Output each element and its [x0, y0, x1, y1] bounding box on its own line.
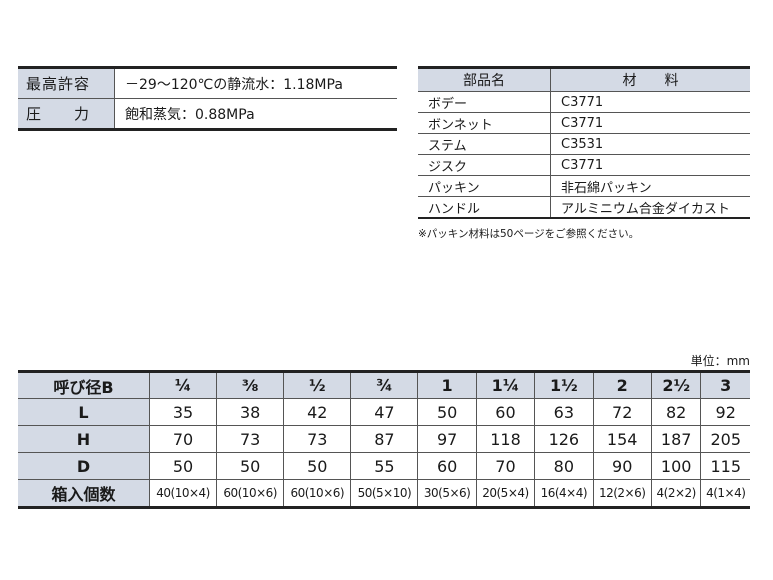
dimension-cell: 35: [149, 398, 218, 426]
dimension-cell: 87: [350, 425, 419, 453]
part-name: ハンドル: [418, 196, 551, 219]
parts-row: ステム C3531: [418, 133, 750, 155]
size-column-header: 1½: [534, 371, 594, 399]
dimension-cell: 50: [149, 452, 218, 480]
size-column-header: 1¼: [476, 371, 536, 399]
part-material: C3771: [550, 91, 750, 113]
dimension-cell: 60(10×6): [283, 479, 352, 508]
size-column-header: ¾: [350, 371, 419, 399]
dimension-cell: 60: [476, 398, 536, 426]
dimension-cell: 40(10×4): [149, 479, 218, 508]
part-name: ステム: [418, 133, 551, 155]
row-label: 箱入個数: [18, 479, 150, 508]
dimension-row: L 35 38 42 47 50 60 63 72 82 92: [18, 398, 750, 426]
parts-materials-table: 部品名材 料 ボデー C3771 ボンネット C3771 ステム C3531 ジスク C377…: [418, 66, 750, 219]
size-column-header: 2½: [651, 371, 702, 399]
dimension-cell: 50(5×10): [350, 479, 419, 508]
max-pressure-table: 最高許容 －29～120℃の静流水：1.18MPa 圧 力飽和蒸気：0.88MPa: [18, 66, 397, 131]
parts-row: ボンネット C3771: [418, 112, 750, 134]
parts-row: ハンドル アルミニウム合金ダイカスト: [418, 196, 750, 219]
dimension-cell: 80: [534, 452, 594, 480]
dimension-cell: 205: [700, 425, 750, 453]
dimension-cell: 4(1×4): [700, 479, 750, 508]
part-material: C3771: [550, 112, 750, 134]
pressure-label: 圧 力: [18, 98, 115, 130]
dimension-cell: 12(2×6): [593, 479, 652, 508]
dimension-cell: 100: [651, 452, 702, 480]
dimension-row: D 50 50 50 55 60 70 80 90 100 115: [18, 452, 750, 480]
dimension-cell: 50: [417, 398, 477, 426]
packing-note: ※パッキン材料は50ページをご参照ください。: [418, 228, 640, 240]
part-material: 非石綿パッキン: [550, 175, 750, 197]
parts-row: パッキン 非石綿パッキン: [418, 175, 750, 197]
dimension-cell: 47: [350, 398, 419, 426]
dimension-cell: 4(2×2): [651, 479, 702, 508]
water-pressure: －29～120℃の静流水：1.18MPa: [114, 67, 397, 99]
dimension-cell: 73: [216, 425, 285, 453]
size-column-header: ⅜: [216, 371, 285, 399]
part-name: ボンネット: [418, 112, 551, 134]
size-column-header: ½: [283, 371, 352, 399]
header-part-name: 部品名: [418, 67, 551, 92]
dimension-cell: 70: [476, 452, 536, 480]
steam-pressure: 飽和蒸気：0.88MPa: [114, 98, 397, 130]
dimension-cell: 50: [283, 452, 352, 480]
dimension-cell: 50: [216, 452, 285, 480]
part-name: ボデー: [418, 91, 551, 113]
part-material: C3531: [550, 133, 750, 155]
dimension-cell: 38: [216, 398, 285, 426]
dimensions-table: 呼び径B ¼ ⅜ ½ ¾ 1 1¼ 1½ 2 2½ 3 L 35 38 42 47 50 60 63 72 82 92 H…: [18, 370, 750, 509]
dimension-cell: 63: [534, 398, 594, 426]
header-nominal-size: 呼び径B: [18, 371, 150, 399]
dimension-cell: 73: [283, 425, 352, 453]
parts-row: ボデー C3771: [418, 91, 750, 113]
dimension-cell: 82: [651, 398, 702, 426]
dimension-cell: 92: [700, 398, 750, 426]
dimension-cell: 55: [350, 452, 419, 480]
size-column-header: 2: [593, 371, 652, 399]
dimension-cell: 115: [700, 452, 750, 480]
dimension-cell: 118: [476, 425, 536, 453]
unit-label: 単位：mm: [690, 354, 750, 368]
part-name: ジスク: [418, 154, 551, 176]
dimension-cell: 70: [149, 425, 218, 453]
dimension-cell: 90: [593, 452, 652, 480]
dimension-row: 箱入個数 40(10×4) 60(10×6) 60(10×6) 50(5×10) 30(5…: [18, 479, 750, 508]
row-label: H: [18, 425, 150, 453]
row-label: D: [18, 452, 150, 480]
part-name: パッキン: [418, 175, 551, 197]
size-column-header: 1: [417, 371, 477, 399]
size-column-header: 3: [700, 371, 750, 399]
dimension-cell: 16(4×4): [534, 479, 594, 508]
pressure-label: 最高許容: [18, 67, 115, 99]
dimension-cell: 97: [417, 425, 477, 453]
dimension-cell: 30(5×6): [417, 479, 477, 508]
parts-row: ジスク C3771: [418, 154, 750, 176]
dimension-cell: 187: [651, 425, 702, 453]
dimension-cell: 154: [593, 425, 652, 453]
header-material: 材 料: [550, 67, 750, 92]
size-column-header: ¼: [149, 371, 218, 399]
dimension-cell: 60: [417, 452, 477, 480]
dimension-row: H 70 73 73 87 97 118 126 154 187 205: [18, 425, 750, 453]
part-material: C3771: [550, 154, 750, 176]
dimension-cell: 72: [593, 398, 652, 426]
dimension-cell: 60(10×6): [216, 479, 285, 508]
part-material: アルミニウム合金ダイカスト: [550, 196, 750, 219]
dimension-cell: 126: [534, 425, 594, 453]
dimension-cell: 42: [283, 398, 352, 426]
row-label: L: [18, 398, 150, 426]
dimension-cell: 20(5×4): [476, 479, 536, 508]
